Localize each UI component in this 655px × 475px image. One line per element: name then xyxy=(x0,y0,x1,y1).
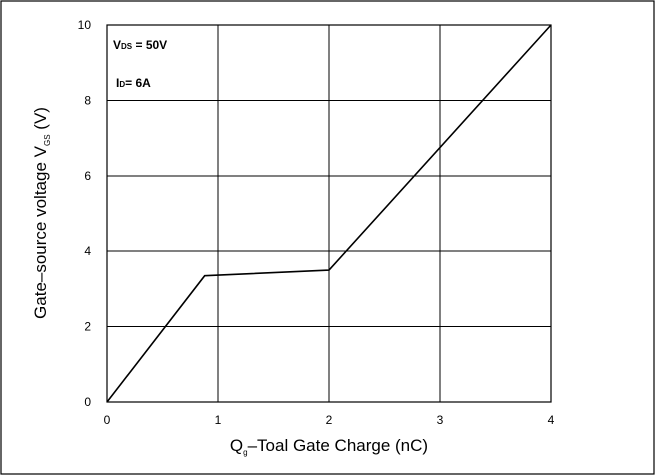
y-tick-label-2: 4 xyxy=(84,244,91,258)
x-tick-label-2: 2 xyxy=(326,413,333,427)
series-line-0 xyxy=(106,24,552,403)
y-axis-title: Gate–source voltage VGS (V) xyxy=(31,107,52,319)
x-tick-labels: 0 1 2 3 4 xyxy=(104,413,555,427)
y-tick-label-5: 10 xyxy=(78,18,92,32)
x-tick-label-0: 0 xyxy=(104,413,111,427)
series-layer xyxy=(106,24,552,403)
x-tick-label-4: 4 xyxy=(548,413,555,427)
plot-area-border xyxy=(106,24,552,403)
annotation-id: ID= 6A xyxy=(116,76,151,90)
annotation-vds: VDS = 50V xyxy=(113,38,167,52)
y-tick-label-3: 6 xyxy=(84,169,91,183)
y-tick-label-4: 8 xyxy=(84,93,91,107)
x-tick-label-1: 1 xyxy=(215,413,222,427)
y-tick-label-0: 0 xyxy=(84,395,91,409)
y-tick-labels: 0 2 4 6 8 10 xyxy=(78,18,92,409)
x-tick-label-3: 3 xyxy=(437,413,444,427)
y-tick-label-1: 2 xyxy=(84,320,91,334)
x-axis-title: Qg–Toal Gate Charge (nC) xyxy=(230,436,428,457)
